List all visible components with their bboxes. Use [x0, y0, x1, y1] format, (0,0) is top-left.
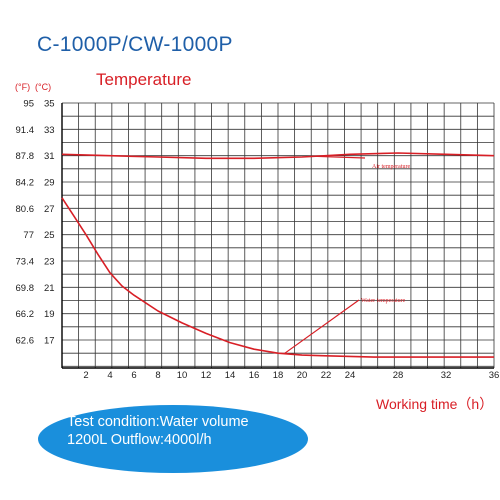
y-tick-label-celsius: 27	[44, 204, 55, 215]
y-tick-label-celsius: 17	[44, 336, 55, 347]
y-tick-label-celsius: 21	[44, 283, 55, 294]
y-tick-label-celsius: 23	[44, 257, 55, 268]
x-tick-label: 4	[107, 370, 112, 381]
x-tick-label: 6	[131, 370, 136, 381]
y-tick-label-celsius: 19	[44, 309, 55, 320]
y-tick-label-fahrenheit: 84.2	[16, 178, 35, 189]
y-tick-label-fahrenheit: 62.6	[16, 336, 35, 347]
water-temperature-line	[61, 197, 494, 358]
x-tick-label: 18	[273, 370, 284, 381]
y-tick-label-fahrenheit: 87.8	[16, 151, 35, 162]
y-tick-label-fahrenheit: 73.4	[16, 257, 35, 268]
y-tick-label-fahrenheit: 66.2	[16, 309, 35, 320]
x-tick-label: 10	[177, 370, 188, 381]
water-temperature-annotation: Water temperature	[361, 298, 406, 304]
y-tick-label-celsius: 29	[44, 178, 55, 189]
test-condition-line-1: Test condition:Water volume	[67, 414, 249, 430]
test-condition-line-2: 1200L Outflow:4000l/h	[67, 432, 212, 448]
y-tick-label-fahrenheit: 95	[23, 99, 34, 110]
x-tick-label: 20	[297, 370, 308, 381]
celsius-unit-label: (°C)	[35, 82, 52, 92]
x-tick-label: 22	[321, 370, 332, 381]
x-tick-label: 32	[441, 370, 452, 381]
x-tick-label: 8	[155, 370, 160, 381]
x-tick-label: 12	[201, 370, 212, 381]
y-tick-label-fahrenheit: 77	[23, 230, 34, 241]
x-tick-label: 36	[489, 370, 500, 381]
chart-title: Temperature	[96, 70, 192, 89]
x-tick-label: 2	[83, 370, 88, 381]
air-temperature-leader	[313, 155, 366, 159]
air-temperature-line	[61, 152, 495, 160]
air-temperature-annotation: Air temperature	[372, 164, 410, 170]
y-tick-label-celsius: 33	[44, 125, 55, 136]
x-tick-label: 24	[345, 370, 356, 381]
x-tick-label: 14	[225, 370, 236, 381]
model-title: C-1000P/CW-1000P	[37, 33, 233, 56]
y-tick-label-celsius: 35	[44, 99, 55, 110]
test-condition-badge	[38, 405, 308, 473]
x-axis-label: Working time（h）	[376, 396, 494, 412]
y-tick-label-fahrenheit: 91.4	[16, 125, 35, 136]
x-tick-label: 16	[249, 370, 260, 381]
water-temperature-leader	[283, 299, 360, 355]
y-tick-label-celsius: 31	[44, 151, 55, 162]
y-tick-label-fahrenheit: 69.8	[16, 283, 35, 294]
y-tick-label-celsius: 25	[44, 230, 55, 241]
y-tick-label-fahrenheit: 80.6	[16, 204, 35, 215]
fahrenheit-unit-label: (°F)	[15, 82, 31, 92]
x-tick-label: 28	[393, 370, 404, 381]
